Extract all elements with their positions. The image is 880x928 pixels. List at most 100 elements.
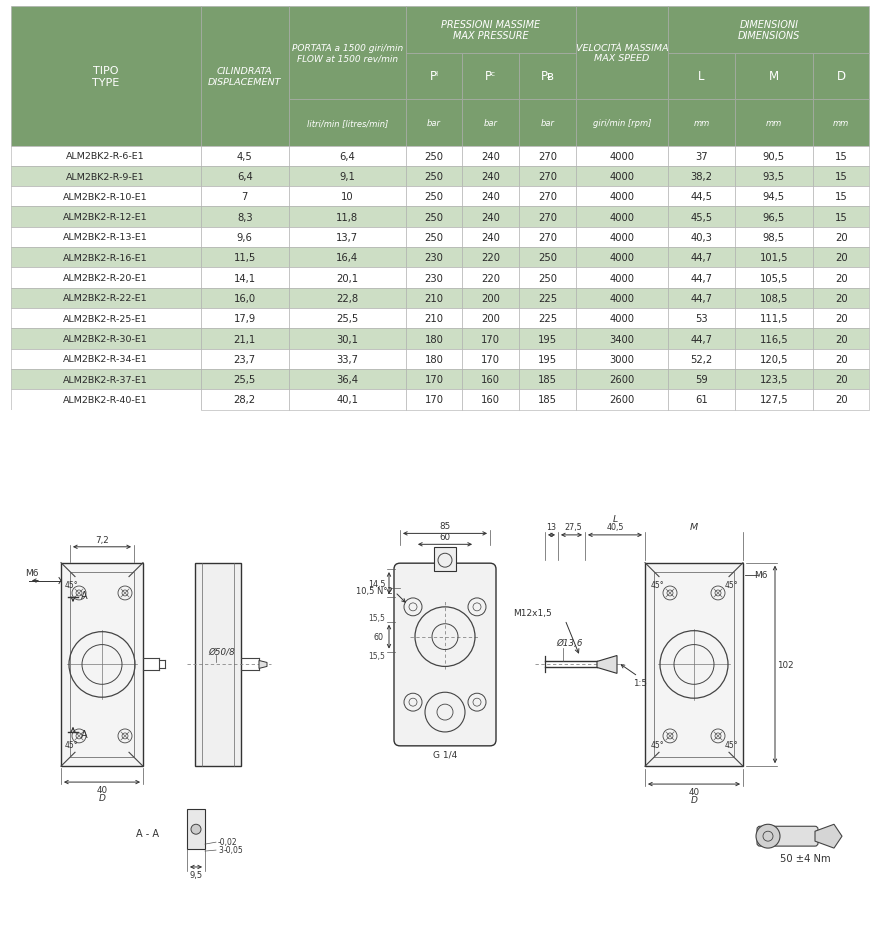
Text: 45°: 45° — [724, 740, 737, 749]
FancyBboxPatch shape — [394, 563, 496, 746]
Text: 20: 20 — [835, 233, 847, 243]
Text: 44,5: 44,5 — [691, 192, 713, 202]
Text: 53: 53 — [695, 314, 708, 324]
Bar — [406, 187, 463, 207]
Text: 111,5: 111,5 — [759, 314, 788, 324]
Text: 7: 7 — [242, 192, 248, 202]
Bar — [201, 309, 289, 329]
Text: 93,5: 93,5 — [763, 172, 785, 182]
Text: 4000: 4000 — [610, 273, 634, 283]
Text: Ø50/8: Ø50/8 — [209, 646, 235, 655]
Bar — [519, 369, 576, 390]
Bar — [669, 329, 735, 349]
Text: 60: 60 — [439, 533, 451, 541]
Text: 22,8: 22,8 — [336, 293, 358, 303]
Text: 170: 170 — [481, 354, 500, 365]
Text: 61: 61 — [695, 395, 708, 405]
Bar — [195, 563, 241, 767]
Text: DIMENSIONI
DIMENSIONS: DIMENSIONI DIMENSIONS — [737, 19, 800, 42]
Text: 28,2: 28,2 — [234, 395, 256, 405]
Text: 230: 230 — [425, 273, 444, 283]
Circle shape — [756, 824, 780, 848]
Bar — [201, 349, 289, 369]
Bar — [576, 227, 669, 248]
Bar — [201, 289, 289, 309]
Bar — [406, 289, 463, 309]
Text: VELOCITÀ MASSIMA
MAX SPEED: VELOCITÀ MASSIMA MAX SPEED — [576, 44, 668, 63]
Bar — [463, 187, 519, 207]
Bar — [289, 329, 406, 349]
Bar — [463, 100, 519, 147]
Bar — [406, 100, 463, 147]
Text: 45°: 45° — [64, 740, 77, 749]
Text: 90,5: 90,5 — [763, 151, 785, 161]
Bar — [406, 167, 463, 187]
Bar — [576, 100, 669, 147]
Text: ALM2BK2-R-10-E1: ALM2BK2-R-10-E1 — [63, 193, 148, 201]
Text: 185: 185 — [538, 375, 557, 385]
Text: 15,5: 15,5 — [369, 613, 385, 623]
Text: 30,1: 30,1 — [336, 334, 358, 344]
Bar — [11, 248, 201, 268]
Text: 4,5: 4,5 — [237, 151, 253, 161]
Text: 200: 200 — [481, 293, 500, 303]
Bar — [576, 309, 669, 329]
Text: 4000: 4000 — [610, 192, 634, 202]
Bar — [813, 309, 869, 329]
Text: ALM2BK2-R-6-E1: ALM2BK2-R-6-E1 — [66, 152, 145, 161]
Text: 20: 20 — [835, 395, 847, 405]
Text: 23,7: 23,7 — [234, 354, 256, 365]
Text: 11,8: 11,8 — [336, 213, 358, 223]
Bar — [289, 7, 406, 100]
Text: 200: 200 — [481, 314, 500, 324]
Bar — [519, 227, 576, 248]
Text: 9,5: 9,5 — [189, 870, 202, 880]
Text: 210: 210 — [425, 314, 444, 324]
Text: 123,5: 123,5 — [759, 375, 788, 385]
Bar — [406, 268, 463, 289]
Bar — [434, 548, 456, 572]
Bar — [463, 369, 519, 390]
Text: 240: 240 — [481, 213, 500, 223]
Text: ALM2BK2-R-40-E1: ALM2BK2-R-40-E1 — [63, 395, 148, 405]
Bar — [463, 349, 519, 369]
Text: 220: 220 — [481, 253, 500, 263]
Bar — [576, 369, 669, 390]
Text: 250: 250 — [425, 233, 444, 243]
Text: 4000: 4000 — [610, 314, 634, 324]
Bar — [187, 809, 205, 849]
Bar — [289, 227, 406, 248]
Bar — [735, 349, 813, 369]
Bar — [735, 329, 813, 349]
Bar — [11, 289, 201, 309]
Bar — [669, 100, 735, 147]
Polygon shape — [259, 661, 267, 669]
Text: 250: 250 — [425, 213, 444, 223]
Text: ALM2BK2-R-16-E1: ALM2BK2-R-16-E1 — [63, 253, 148, 263]
Text: ALM2BK2-R-12-E1: ALM2BK2-R-12-E1 — [63, 213, 148, 222]
Text: 250: 250 — [425, 172, 444, 182]
Text: 15: 15 — [835, 172, 847, 182]
Bar — [463, 227, 519, 248]
Bar — [519, 248, 576, 268]
Text: 96,5: 96,5 — [763, 213, 785, 223]
Bar — [289, 289, 406, 309]
Text: A: A — [81, 590, 87, 600]
Bar — [11, 390, 201, 410]
Text: Pᴃ: Pᴃ — [540, 71, 554, 84]
Bar — [289, 309, 406, 329]
Text: 20: 20 — [835, 253, 847, 263]
Text: 220: 220 — [481, 273, 500, 283]
Text: 160: 160 — [481, 375, 500, 385]
Bar — [61, 563, 143, 767]
Bar — [669, 187, 735, 207]
Text: 3000: 3000 — [610, 354, 634, 365]
Bar — [201, 207, 289, 227]
Bar — [669, 227, 735, 248]
Bar — [406, 227, 463, 248]
Bar — [201, 227, 289, 248]
Text: 4000: 4000 — [610, 233, 634, 243]
Bar — [406, 54, 463, 100]
Text: 40: 40 — [97, 785, 107, 793]
Text: -0,02: -0,02 — [218, 837, 238, 845]
